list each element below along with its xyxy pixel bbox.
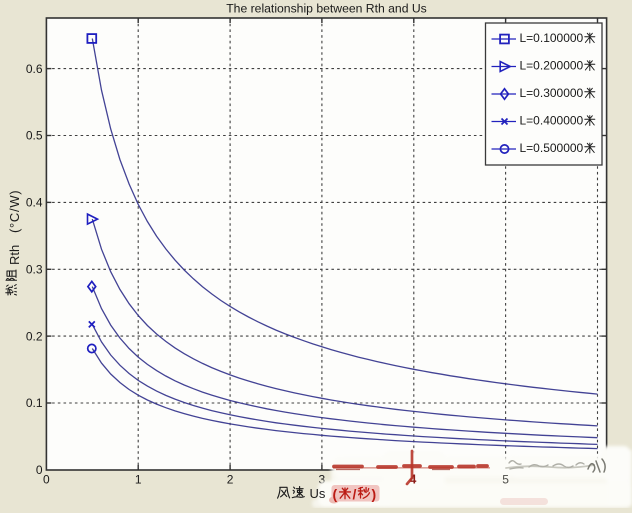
svg-text:0.3: 0.3 [26,263,43,277]
svg-text:Rth: Rth [7,245,22,265]
svg-text:3: 3 [319,473,326,487]
svg-text:): ) [372,486,377,502]
svg-text:L=0.400000: L=0.400000 [520,114,584,128]
svg-text:0: 0 [36,463,43,477]
svg-text:0: 0 [43,473,50,487]
svg-text:0.6: 0.6 [26,62,43,76]
svg-text:(°C/W): (°C/W) [7,190,22,233]
svg-text:0.2: 0.2 [26,329,43,343]
svg-text:2: 2 [227,473,234,487]
svg-text:5: 5 [502,473,509,487]
svg-text:L=0.300000: L=0.300000 [520,86,584,100]
svg-text:The relationship between Rth a: The relationship between Rth and Us [226,2,427,16]
svg-text:(: ( [333,486,338,502]
svg-text:Us: Us [310,486,326,501]
svg-text:/: / [353,486,357,502]
svg-text:1: 1 [135,473,142,487]
svg-text:0.1: 0.1 [26,396,43,410]
svg-text:4: 4 [409,473,416,487]
svg-text:0.5: 0.5 [26,129,43,143]
svg-text:L=0.100000: L=0.100000 [520,31,584,45]
svg-text:L=0.500000: L=0.500000 [520,141,584,155]
svg-text:L=0.200000: L=0.200000 [520,59,584,73]
svg-text:0.4: 0.4 [26,196,43,210]
